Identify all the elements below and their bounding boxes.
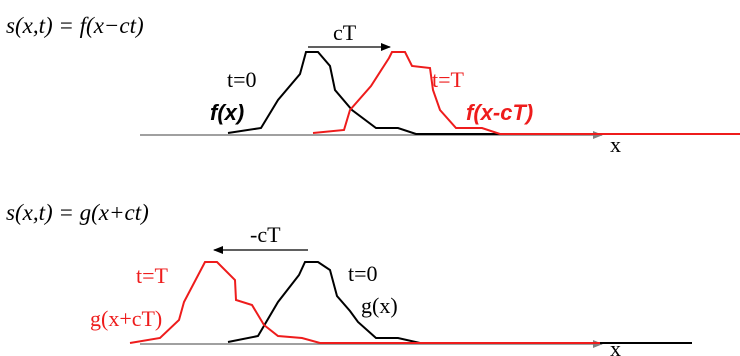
top-equation: s(x,t) = f(x−ct) bbox=[6, 13, 144, 38]
bottom-axis-label: x bbox=[610, 336, 621, 356]
bottom-panel: s(x,t) = g(x+ct) -cT x t=T g(x+cT) t=0 g… bbox=[6, 200, 692, 356]
bottom-pulse-t0 bbox=[227, 261, 692, 344]
bottom-tT-label: t=T bbox=[136, 263, 169, 288]
bottom-g-x-plus-cT-label: g(x+cT) bbox=[90, 306, 162, 331]
top-panel: s(x,t) = f(x−ct) cT x t=0 f(x) t=T f(x-c… bbox=[6, 13, 740, 157]
bottom-shift-label: -cT bbox=[250, 222, 281, 247]
bottom-equation: s(x,t) = g(x+ct) bbox=[6, 200, 149, 225]
bottom-pulse-tT bbox=[129, 261, 600, 344]
top-f-x-label: f(x) bbox=[210, 100, 244, 125]
bottom-t0-label: t=0 bbox=[348, 261, 378, 286]
top-f-x-minus-cT-label: f(x-cT) bbox=[466, 100, 533, 125]
top-shift-label: cT bbox=[333, 20, 357, 45]
top-t0-label: t=0 bbox=[227, 67, 257, 92]
top-tT-label: t=T bbox=[432, 67, 465, 92]
top-axis-label: x bbox=[610, 132, 621, 157]
bottom-g-x-label: g(x) bbox=[361, 293, 398, 318]
top-pulse-t0 bbox=[227, 51, 500, 135]
top-pulse-tT bbox=[312, 51, 740, 135]
